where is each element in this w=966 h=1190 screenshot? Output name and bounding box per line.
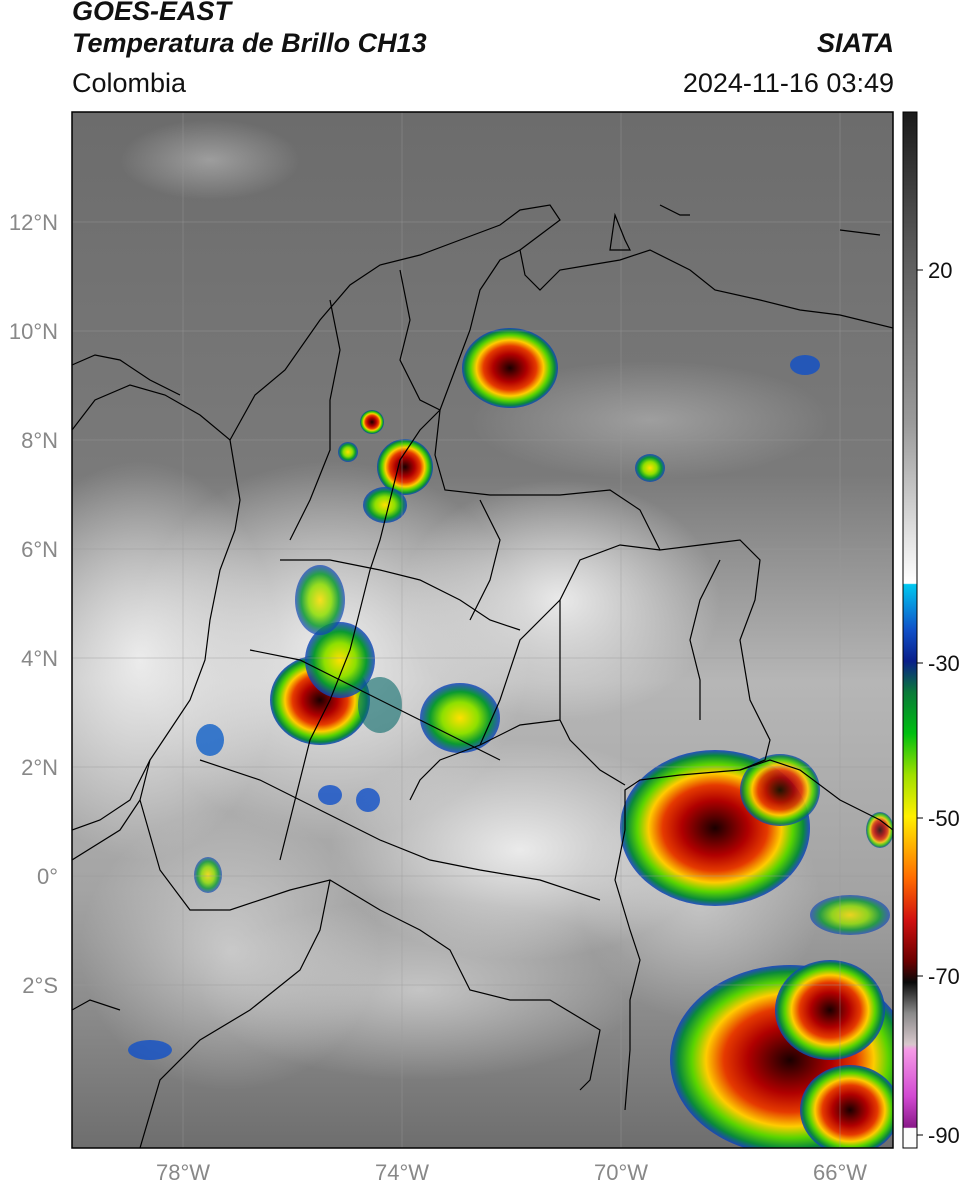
colorbar-scale	[902, 111, 918, 1149]
timestamp: 2024-11-16 03:49	[682, 68, 894, 98]
lat-label: 0°	[37, 864, 58, 889]
convective-cells	[128, 328, 893, 1148]
country-borders	[72, 204, 893, 1148]
map-border	[71, 111, 894, 1149]
lat-label: 12°N	[9, 210, 58, 235]
lat-label: 8°N	[21, 428, 58, 453]
colorbar: 20 -30 -50 -70 -90	[902, 111, 960, 1149]
lon-label: 66°W	[813, 1160, 867, 1185]
organization-name: SIATA	[817, 28, 894, 58]
region-name: Colombia	[72, 68, 187, 98]
latitude-labels: 12°N 10°N 8°N 6°N 4°N 2°N 0° 2°S	[9, 210, 58, 998]
colorbar-tick-label: -30	[928, 651, 960, 676]
lat-label: 4°N	[21, 646, 58, 671]
map-frame	[72, 112, 893, 1148]
colorbar-tick-label: -50	[928, 806, 960, 831]
lat-label: 2°N	[21, 755, 58, 780]
lat-label: 10°N	[9, 319, 58, 344]
satellite-name: GOES-EAST	[72, 0, 232, 26]
header: GOES-EAST Temperatura de Brillo CH13 SIA…	[72, 0, 894, 108]
product-title: Temperatura de Brillo CH13	[72, 28, 427, 58]
lat-label: 2°S	[22, 973, 58, 998]
longitude-labels: 78°W 74°W 70°W 66°W	[156, 1160, 867, 1185]
lat-label: 6°N	[21, 537, 58, 562]
colorbar-tick-label: 20	[928, 258, 952, 283]
lon-label: 78°W	[156, 1160, 210, 1185]
colorbar-tick-label: -90	[928, 1123, 960, 1148]
graticule	[72, 112, 893, 1148]
lon-label: 70°W	[594, 1160, 648, 1185]
colorbar-tick-label: -70	[928, 964, 960, 989]
lon-label: 74°W	[375, 1160, 429, 1185]
